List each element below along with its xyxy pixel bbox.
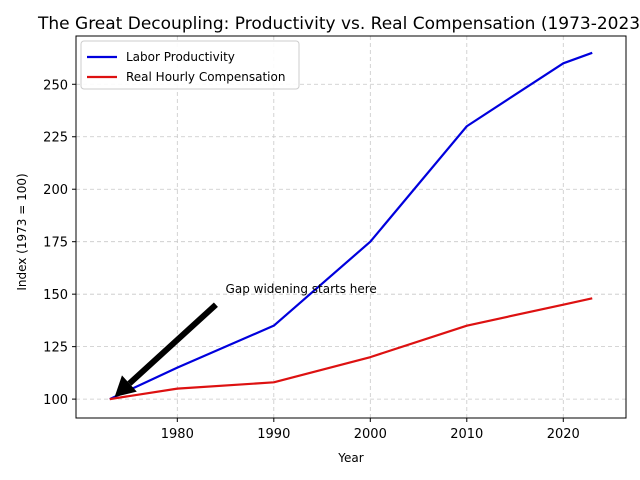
chart-title: The Great Decoupling: Productivity vs. R…	[37, 14, 640, 34]
y-tick-label: 125	[43, 341, 68, 356]
legend: Labor Productivity Real Hourly Compensati…	[80, 40, 300, 90]
y-tick-label: 250	[43, 78, 68, 93]
y-tick-label: 100	[43, 393, 68, 408]
x-tick-label: 2010	[450, 427, 483, 442]
series-layer	[109, 51, 593, 401]
legend-box	[80, 40, 300, 90]
x-axis-label: Year	[337, 451, 363, 465]
annotation-layer: Gap widening starts here	[114, 282, 377, 398]
x-tick-label: 2020	[547, 427, 580, 442]
legend-label: Real Hourly Compensation	[126, 70, 285, 84]
legend-label: Labor Productivity	[126, 50, 235, 64]
y-tick-label: 225	[43, 131, 68, 146]
annotation-arrow-shaft	[127, 302, 218, 386]
series-line-labor-productivity	[109, 51, 593, 401]
annotation-arrow-head	[114, 375, 137, 398]
x-tick-label: 1990	[257, 427, 290, 442]
x-tick-label: 1980	[161, 427, 194, 442]
x-tick-label: 2000	[354, 427, 387, 442]
y-tick-label: 200	[43, 183, 68, 198]
tick-layer: 1980 1990 2000 2010 2020 100 125 150 175 200 225 25…	[43, 78, 580, 442]
series-line-real-hourly-compensation	[109, 297, 593, 401]
y-axis-label: Index (1973 = 100)	[15, 173, 29, 290]
annotation-text: Gap widening starts here	[226, 282, 377, 296]
y-tick-label: 175	[43, 236, 68, 251]
plot-frame	[75, 35, 627, 419]
y-tick-label: 150	[43, 288, 68, 303]
